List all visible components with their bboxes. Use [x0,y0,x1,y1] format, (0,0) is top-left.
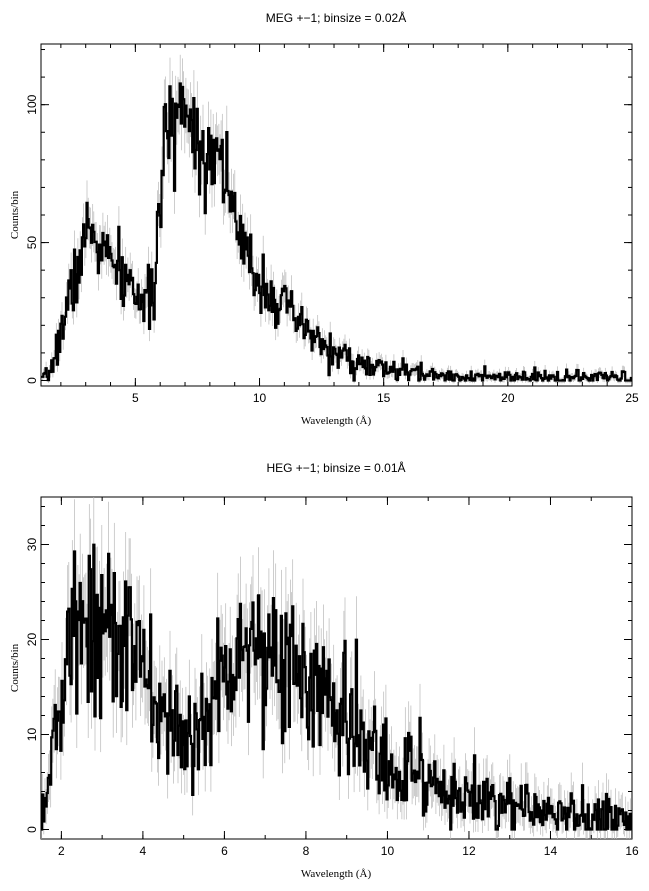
heg-y-tick-label: 0 [25,826,39,833]
heg-x-tick-label: 16 [625,844,639,858]
heg-y-axis-label: Counts/bin [9,643,21,692]
heg-axis-ticks [41,497,632,839]
heg-x-tick-label: 8 [303,844,310,858]
heg-x-tick-label: 4 [140,844,147,858]
heg-y-tick-label: 10 [25,728,39,742]
meg-y-tick-label: 0 [25,377,39,384]
heg-x-tick-label: 14 [544,844,558,858]
meg-chart-title: MEG +−1; binsize = 0.02Å [266,10,406,25]
heg-x-tick-label: 10 [381,844,395,858]
heg-spectrum-line [41,545,632,830]
meg-axis-ticks [41,44,632,386]
meg-x-tick-label: 10 [253,391,267,405]
meg-y-tick-label: 100 [25,94,39,114]
heg-error-bars [42,497,632,839]
meg-plot-frame [41,44,632,386]
meg-x-tick-label: 15 [377,391,391,405]
meg-x-tick-label: 25 [625,391,639,405]
meg-x-axis-label: Wavelength (Å) [301,415,372,427]
heg-y-tick-label: 20 [25,633,39,647]
meg-error-bars [42,55,632,383]
meg-spectrum-line [41,84,632,381]
heg-x-tick-label: 6 [221,844,228,858]
heg-y-tick-label: 30 [25,538,39,552]
heg-plot-frame [41,497,632,839]
heg-spectrum-panel: HEG +−1; binsize = 0.01Å 2 4 6 8 10 12 14 16 0 1… [9,460,639,880]
meg-y-axis-label: Counts/bin [9,190,21,239]
heg-x-tick-label: 12 [462,844,476,858]
heg-x-tick-labels: 2 4 6 8 10 12 14 16 [58,844,639,858]
meg-x-tick-label: 5 [132,391,139,405]
meg-x-tick-label: 20 [501,391,515,405]
meg-y-tick-label: 50 [25,236,39,250]
meg-spectrum-panel: MEG +−1; binsize = 0.02Å 5 10 15 20 25 0 50 10… [9,10,639,427]
meg-x-tick-labels: 5 10 15 20 25 [132,391,639,405]
heg-x-tick-label: 2 [58,844,65,858]
heg-x-axis-label: Wavelength (Å) [301,868,372,880]
heg-y-tick-labels: 0 10 20 30 [25,538,39,833]
meg-y-tick-labels: 0 50 100 [25,94,39,383]
heg-chart-title: HEG +−1; binsize = 0.01Å [266,460,405,475]
